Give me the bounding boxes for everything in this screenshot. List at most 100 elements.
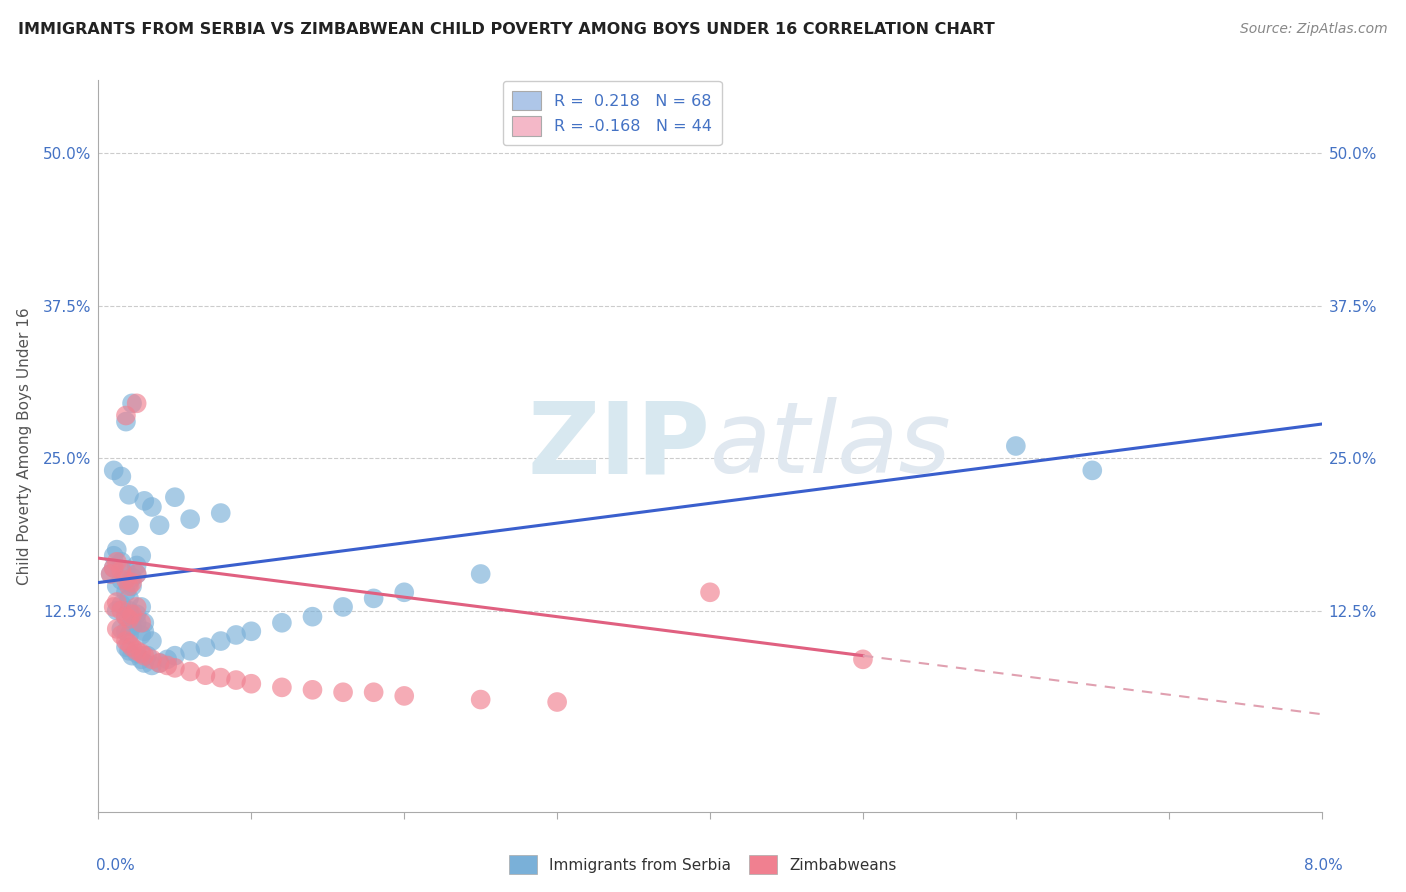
Point xyxy=(110,563,132,577)
Point xyxy=(125,567,148,582)
Point xyxy=(179,644,201,658)
Point xyxy=(163,490,186,504)
Point xyxy=(125,607,148,622)
Point xyxy=(103,561,125,575)
Point xyxy=(110,628,132,642)
Point xyxy=(125,646,148,660)
Point xyxy=(134,648,156,663)
Point xyxy=(125,558,148,573)
Point xyxy=(363,591,385,606)
Point xyxy=(121,648,143,663)
Point xyxy=(103,549,125,563)
Point xyxy=(110,469,132,483)
Point xyxy=(149,518,172,533)
Point xyxy=(115,563,138,577)
Point xyxy=(270,681,294,695)
Point xyxy=(240,676,263,690)
Point xyxy=(121,619,143,633)
Point xyxy=(118,604,141,618)
Point xyxy=(118,636,141,650)
Point xyxy=(163,661,186,675)
Point xyxy=(121,640,143,655)
Point xyxy=(141,500,163,514)
Point xyxy=(470,692,492,706)
Point xyxy=(332,599,354,614)
Point xyxy=(103,561,125,575)
Legend: R =  0.218   N = 68, R = -0.168   N = 44: R = 0.218 N = 68, R = -0.168 N = 44 xyxy=(503,81,721,145)
Point xyxy=(209,671,232,685)
Point xyxy=(115,624,138,639)
Point xyxy=(105,542,128,557)
Point xyxy=(546,695,568,709)
Point xyxy=(118,591,141,606)
Point xyxy=(129,599,152,614)
Point xyxy=(209,506,232,520)
Point xyxy=(118,644,141,658)
Point xyxy=(110,555,132,569)
Point xyxy=(141,634,163,648)
Point xyxy=(121,396,143,410)
Point xyxy=(141,658,163,673)
Point xyxy=(118,575,141,590)
Point xyxy=(332,685,354,699)
Point xyxy=(121,612,143,626)
Point xyxy=(270,615,294,630)
Point xyxy=(852,652,875,666)
Legend: Immigrants from Serbia, Zimbabweans: Immigrants from Serbia, Zimbabweans xyxy=(503,849,903,880)
Point xyxy=(225,673,247,687)
Text: atlas: atlas xyxy=(710,398,952,494)
Point xyxy=(392,689,416,703)
Point xyxy=(115,409,138,423)
Point xyxy=(103,463,125,477)
Point xyxy=(156,652,179,666)
Text: ZIP: ZIP xyxy=(527,398,710,494)
Point xyxy=(194,640,217,655)
Point xyxy=(105,595,128,609)
Point xyxy=(134,615,156,630)
Point xyxy=(134,494,156,508)
Point xyxy=(115,634,138,648)
Point xyxy=(156,658,179,673)
Point xyxy=(105,555,128,569)
Point xyxy=(129,615,152,630)
Point xyxy=(225,628,247,642)
Point xyxy=(125,567,148,582)
Text: 8.0%: 8.0% xyxy=(1303,858,1343,873)
Point xyxy=(129,628,152,642)
Point xyxy=(110,604,132,618)
Text: 0.0%: 0.0% xyxy=(96,858,135,873)
Point xyxy=(129,652,152,666)
Point xyxy=(240,624,263,639)
Point xyxy=(118,488,141,502)
Text: IMMIGRANTS FROM SERBIA VS ZIMBABWEAN CHILD POVERTY AMONG BOYS UNDER 16 CORRELATI: IMMIGRANTS FROM SERBIA VS ZIMBABWEAN CHI… xyxy=(18,22,995,37)
Point xyxy=(149,656,172,670)
Point xyxy=(125,396,148,410)
Point xyxy=(121,575,143,590)
Point xyxy=(100,567,122,582)
Point xyxy=(179,665,201,679)
Point xyxy=(136,648,159,663)
Point xyxy=(118,628,141,642)
Point xyxy=(121,571,143,585)
Point xyxy=(121,607,143,622)
Point xyxy=(125,599,148,614)
Point xyxy=(209,634,232,648)
Point xyxy=(115,609,138,624)
Point xyxy=(115,573,138,587)
Point xyxy=(134,656,156,670)
Point xyxy=(115,609,138,624)
Point xyxy=(118,518,141,533)
Point xyxy=(105,622,128,636)
Point xyxy=(115,640,138,655)
Point xyxy=(129,646,152,660)
Point xyxy=(194,668,217,682)
Point xyxy=(125,615,148,630)
Point xyxy=(125,644,148,658)
Point xyxy=(121,579,143,593)
Point xyxy=(179,512,201,526)
Point xyxy=(103,599,125,614)
Point xyxy=(301,609,323,624)
Point xyxy=(118,612,141,626)
Text: Source: ZipAtlas.com: Source: ZipAtlas.com xyxy=(1240,22,1388,37)
Point xyxy=(699,585,721,599)
